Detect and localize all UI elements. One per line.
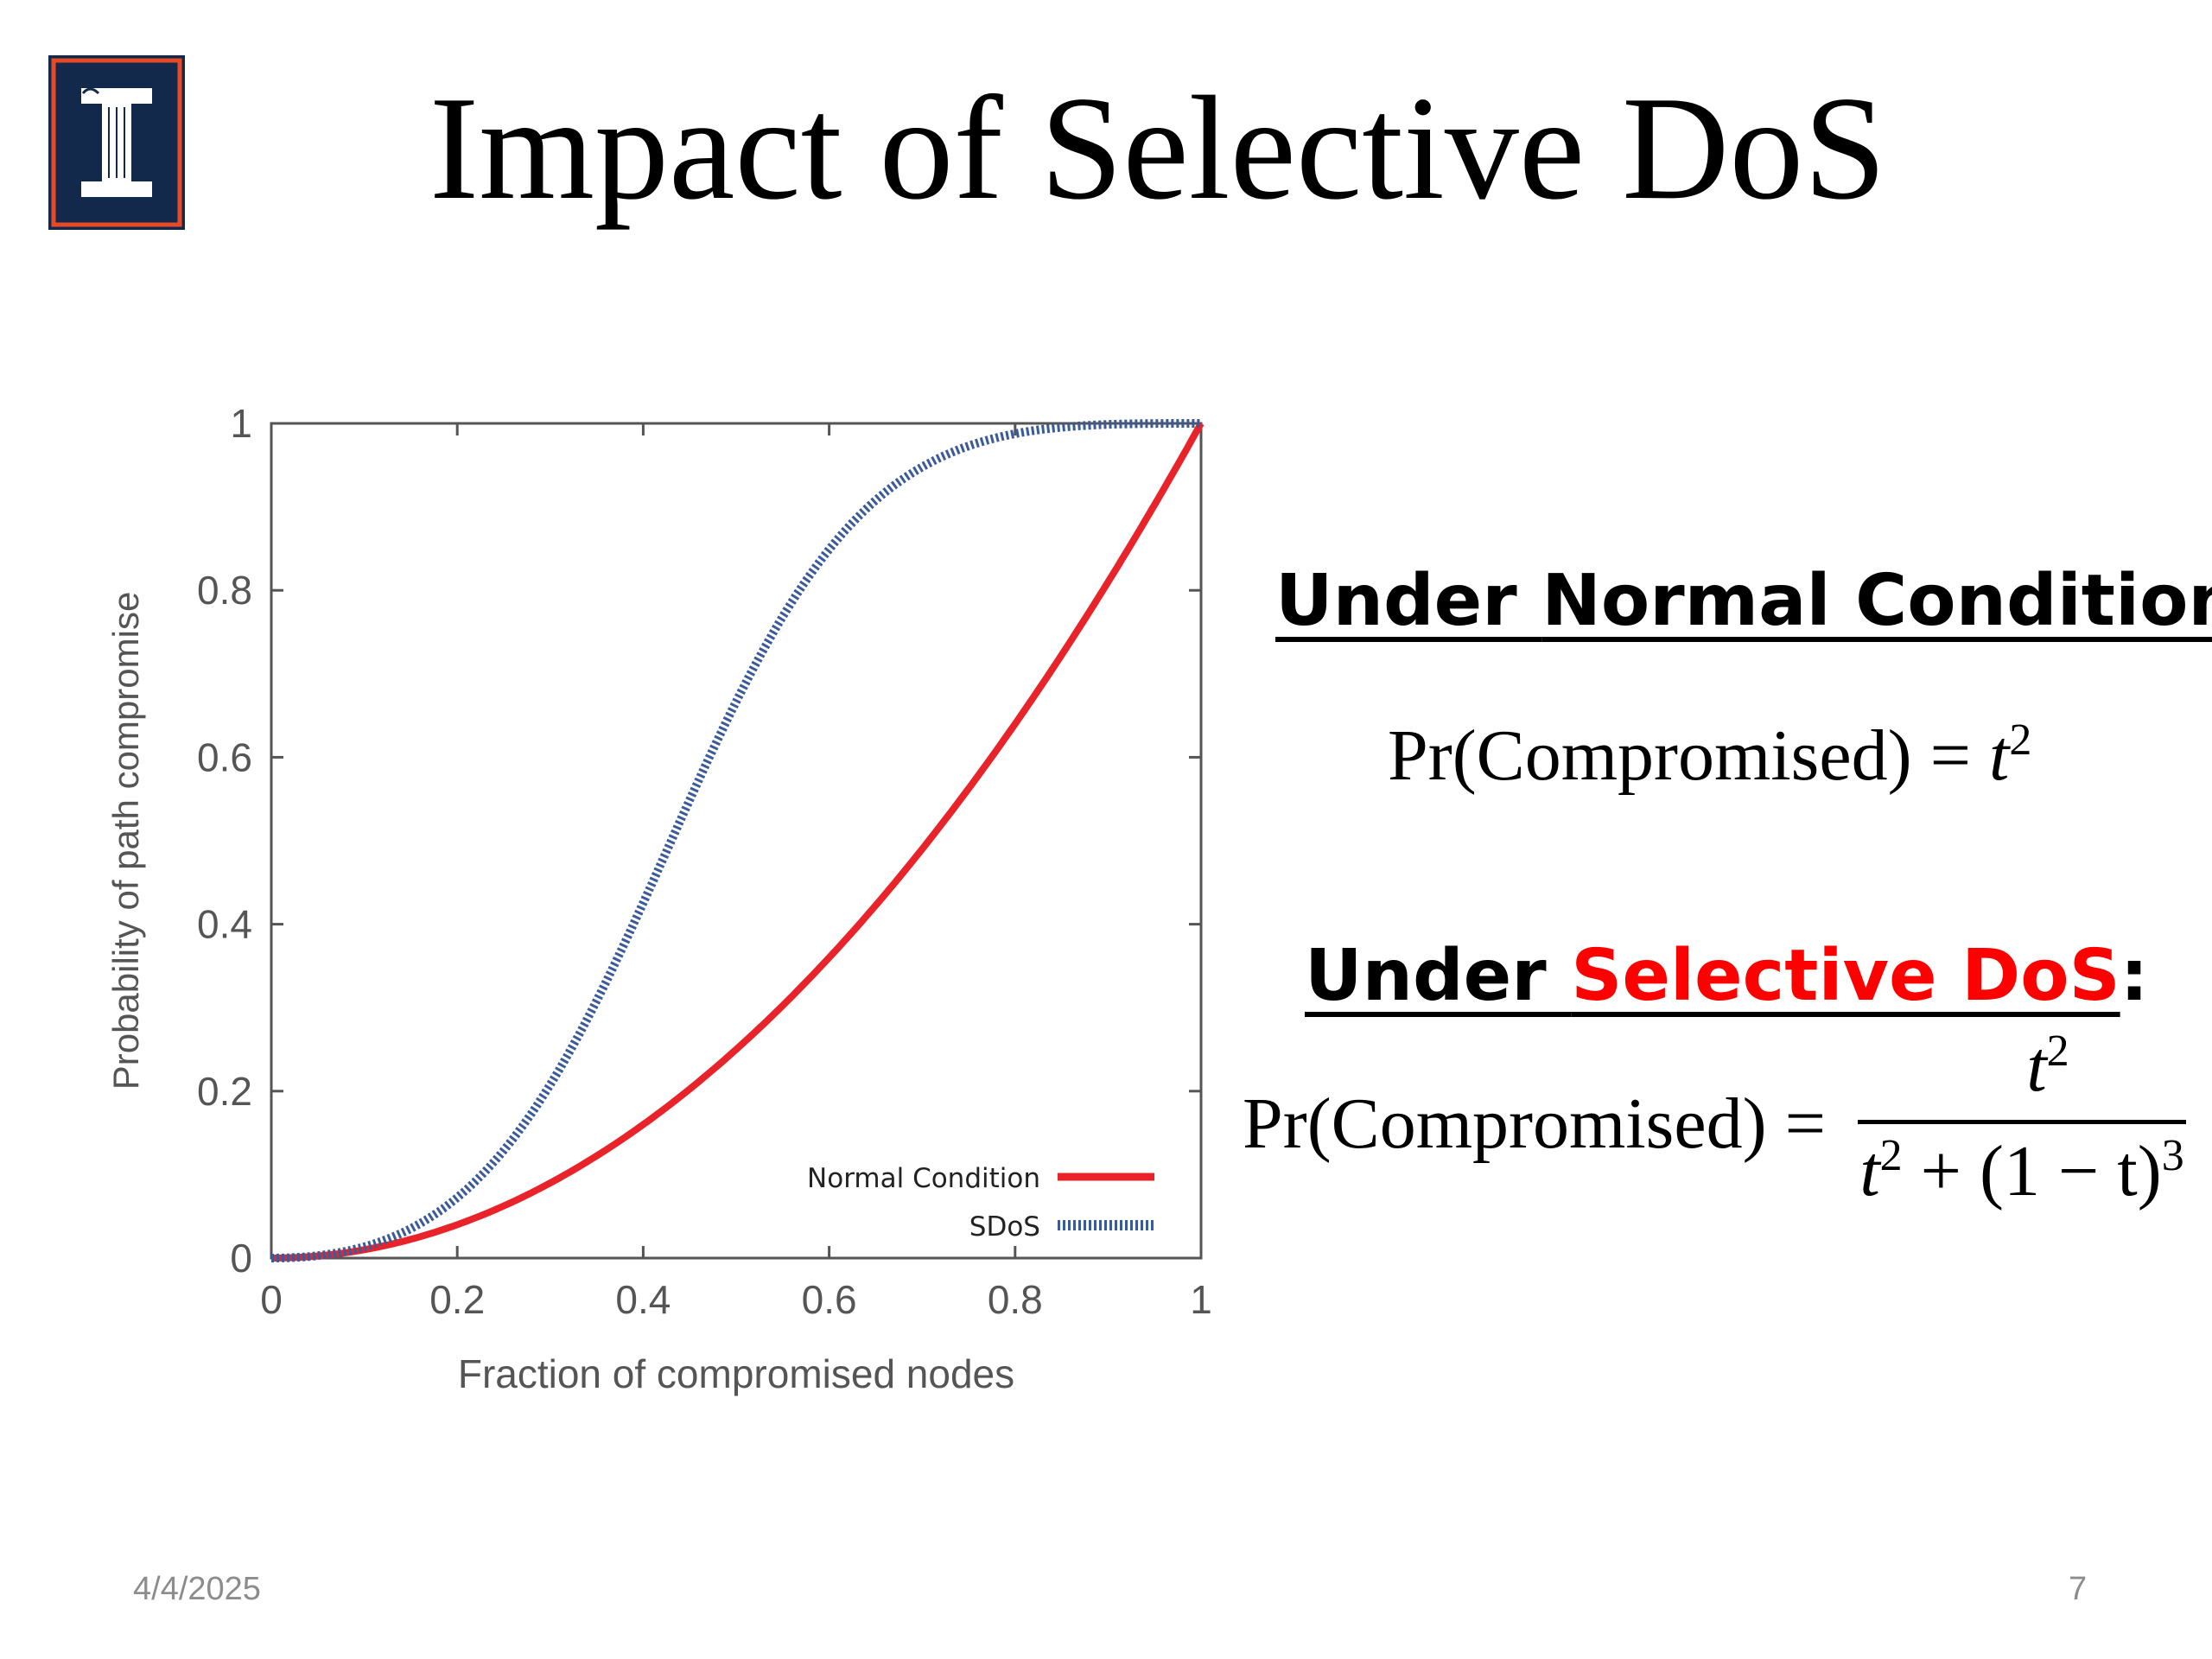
x-tick-label: 0	[260, 1277, 283, 1322]
legend-label: Normal Condition	[807, 1163, 1040, 1194]
sdos-numerator-exp: 2	[2046, 1027, 2069, 1076]
y-tick-label: 1	[230, 401, 252, 446]
x-tick-label: 0.8	[988, 1277, 1043, 1322]
x-tick-label: 0.6	[802, 1277, 857, 1322]
sdos-denominator-rest-exp: 3	[2161, 1131, 2184, 1180]
slide-title: Impact of Selective DoS	[429, 67, 1887, 231]
y-tick-label: 0.2	[197, 1069, 252, 1114]
sdos-heading-prefix: Under	[1305, 935, 1572, 1017]
sdos-heading: Under Selective DoS:	[1305, 935, 2148, 1017]
normal-heading-main: Normal Condition	[1541, 560, 2212, 642]
legend-label: SDoS	[969, 1211, 1040, 1243]
normal-formula-exp: 2	[2009, 715, 2032, 765]
sdos-denominator-var: t	[1859, 1131, 1880, 1211]
sdos-numerator: t2	[1858, 1025, 2186, 1108]
normal-heading-prefix: Under	[1275, 560, 1542, 642]
y-tick-label: 0.4	[197, 902, 252, 947]
normal-condition-heading: Under Normal Condition:	[1275, 560, 2212, 642]
slide-page-number: 7	[2069, 1571, 2088, 1607]
probability-chart: 0 0.2 0.4 0.6 0.8 1 0 0.2 0.4 0.6 0.8 1 Fraction of …	[105, 401, 1212, 1396]
sdos-denominator-rest: + (1 − t)	[1902, 1131, 2162, 1211]
sdos-denominator-exp: 2	[1879, 1131, 1903, 1180]
slide-date: 4/4/2025	[133, 1571, 261, 1607]
y-tick-label: 0.8	[197, 568, 252, 613]
sdos-denominator: t2 + (1 − t)3	[1858, 1129, 2186, 1213]
normal-formula-var: t	[1989, 715, 2010, 796]
normal-formula-lhs: Pr(Compromised) =	[1388, 715, 1989, 796]
university-logo	[48, 55, 185, 230]
fraction-bar	[1858, 1120, 2186, 1124]
x-axis-label: Fraction of compromised nodes	[458, 1351, 1014, 1396]
sdos-heading-suffix: :	[2120, 935, 2149, 1017]
normal-formula: Pr(Compromised) = t2	[1388, 714, 2031, 798]
sdos-formula-lhs: Pr(Compromised) =	[1243, 1084, 1826, 1164]
sdos-fraction: t2 t2 + (1 − t)3	[1858, 1025, 2186, 1224]
x-tick-label: 0.2	[429, 1277, 485, 1322]
sdos-heading-main: Selective DoS	[1571, 935, 2120, 1017]
plot-frame	[270, 422, 1203, 1260]
y-tick-label: 0	[230, 1236, 252, 1281]
x-tick-label: 1	[1190, 1277, 1212, 1322]
y-axis-label: Probability of path compromise	[105, 592, 146, 1090]
x-tick-label: 0.4	[615, 1277, 671, 1322]
sdos-numerator-var: t	[2026, 1027, 2047, 1107]
y-tick-label: 0.6	[197, 734, 252, 779]
